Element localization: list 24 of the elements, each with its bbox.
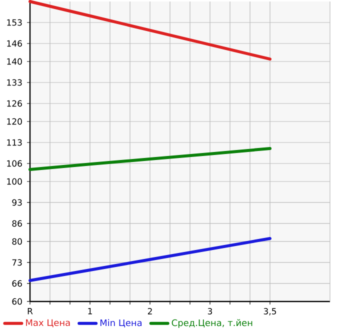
x-tick-label: R xyxy=(28,308,33,314)
line-series xyxy=(28,146,272,171)
y-tick-label: 133 xyxy=(7,79,22,86)
y-tick-label: 60 xyxy=(12,298,22,304)
y-tick-label: 126 xyxy=(7,100,22,106)
y-tick-label: 86 xyxy=(12,220,22,226)
x-tick-label: 3 xyxy=(208,308,212,314)
y-tick-label: 73 xyxy=(12,259,22,266)
y-tick-label: 106 xyxy=(7,160,22,166)
y-tick-label: 100 xyxy=(7,178,22,184)
y-tick-label: 146 xyxy=(7,40,22,46)
legend-label: Min Цена xyxy=(100,318,142,328)
y-tick-label: 120 xyxy=(7,118,22,124)
y-tick-label: 66 xyxy=(12,280,22,286)
x-tick-label: 2 xyxy=(148,308,152,314)
y-tick-label: 153 xyxy=(7,19,22,26)
legend-label: Max Цена xyxy=(26,319,70,328)
y-tick-label: 93 xyxy=(12,199,22,206)
x-tick-label: 3,5 xyxy=(264,308,276,316)
legend-label: Сред.Цена, т.йен xyxy=(172,318,252,328)
y-tick-label: 80 xyxy=(12,238,22,244)
x-tick-label: 1 xyxy=(88,308,92,314)
y-tick-label: 113 xyxy=(7,139,22,146)
y-tick-label: 140 xyxy=(7,58,22,64)
